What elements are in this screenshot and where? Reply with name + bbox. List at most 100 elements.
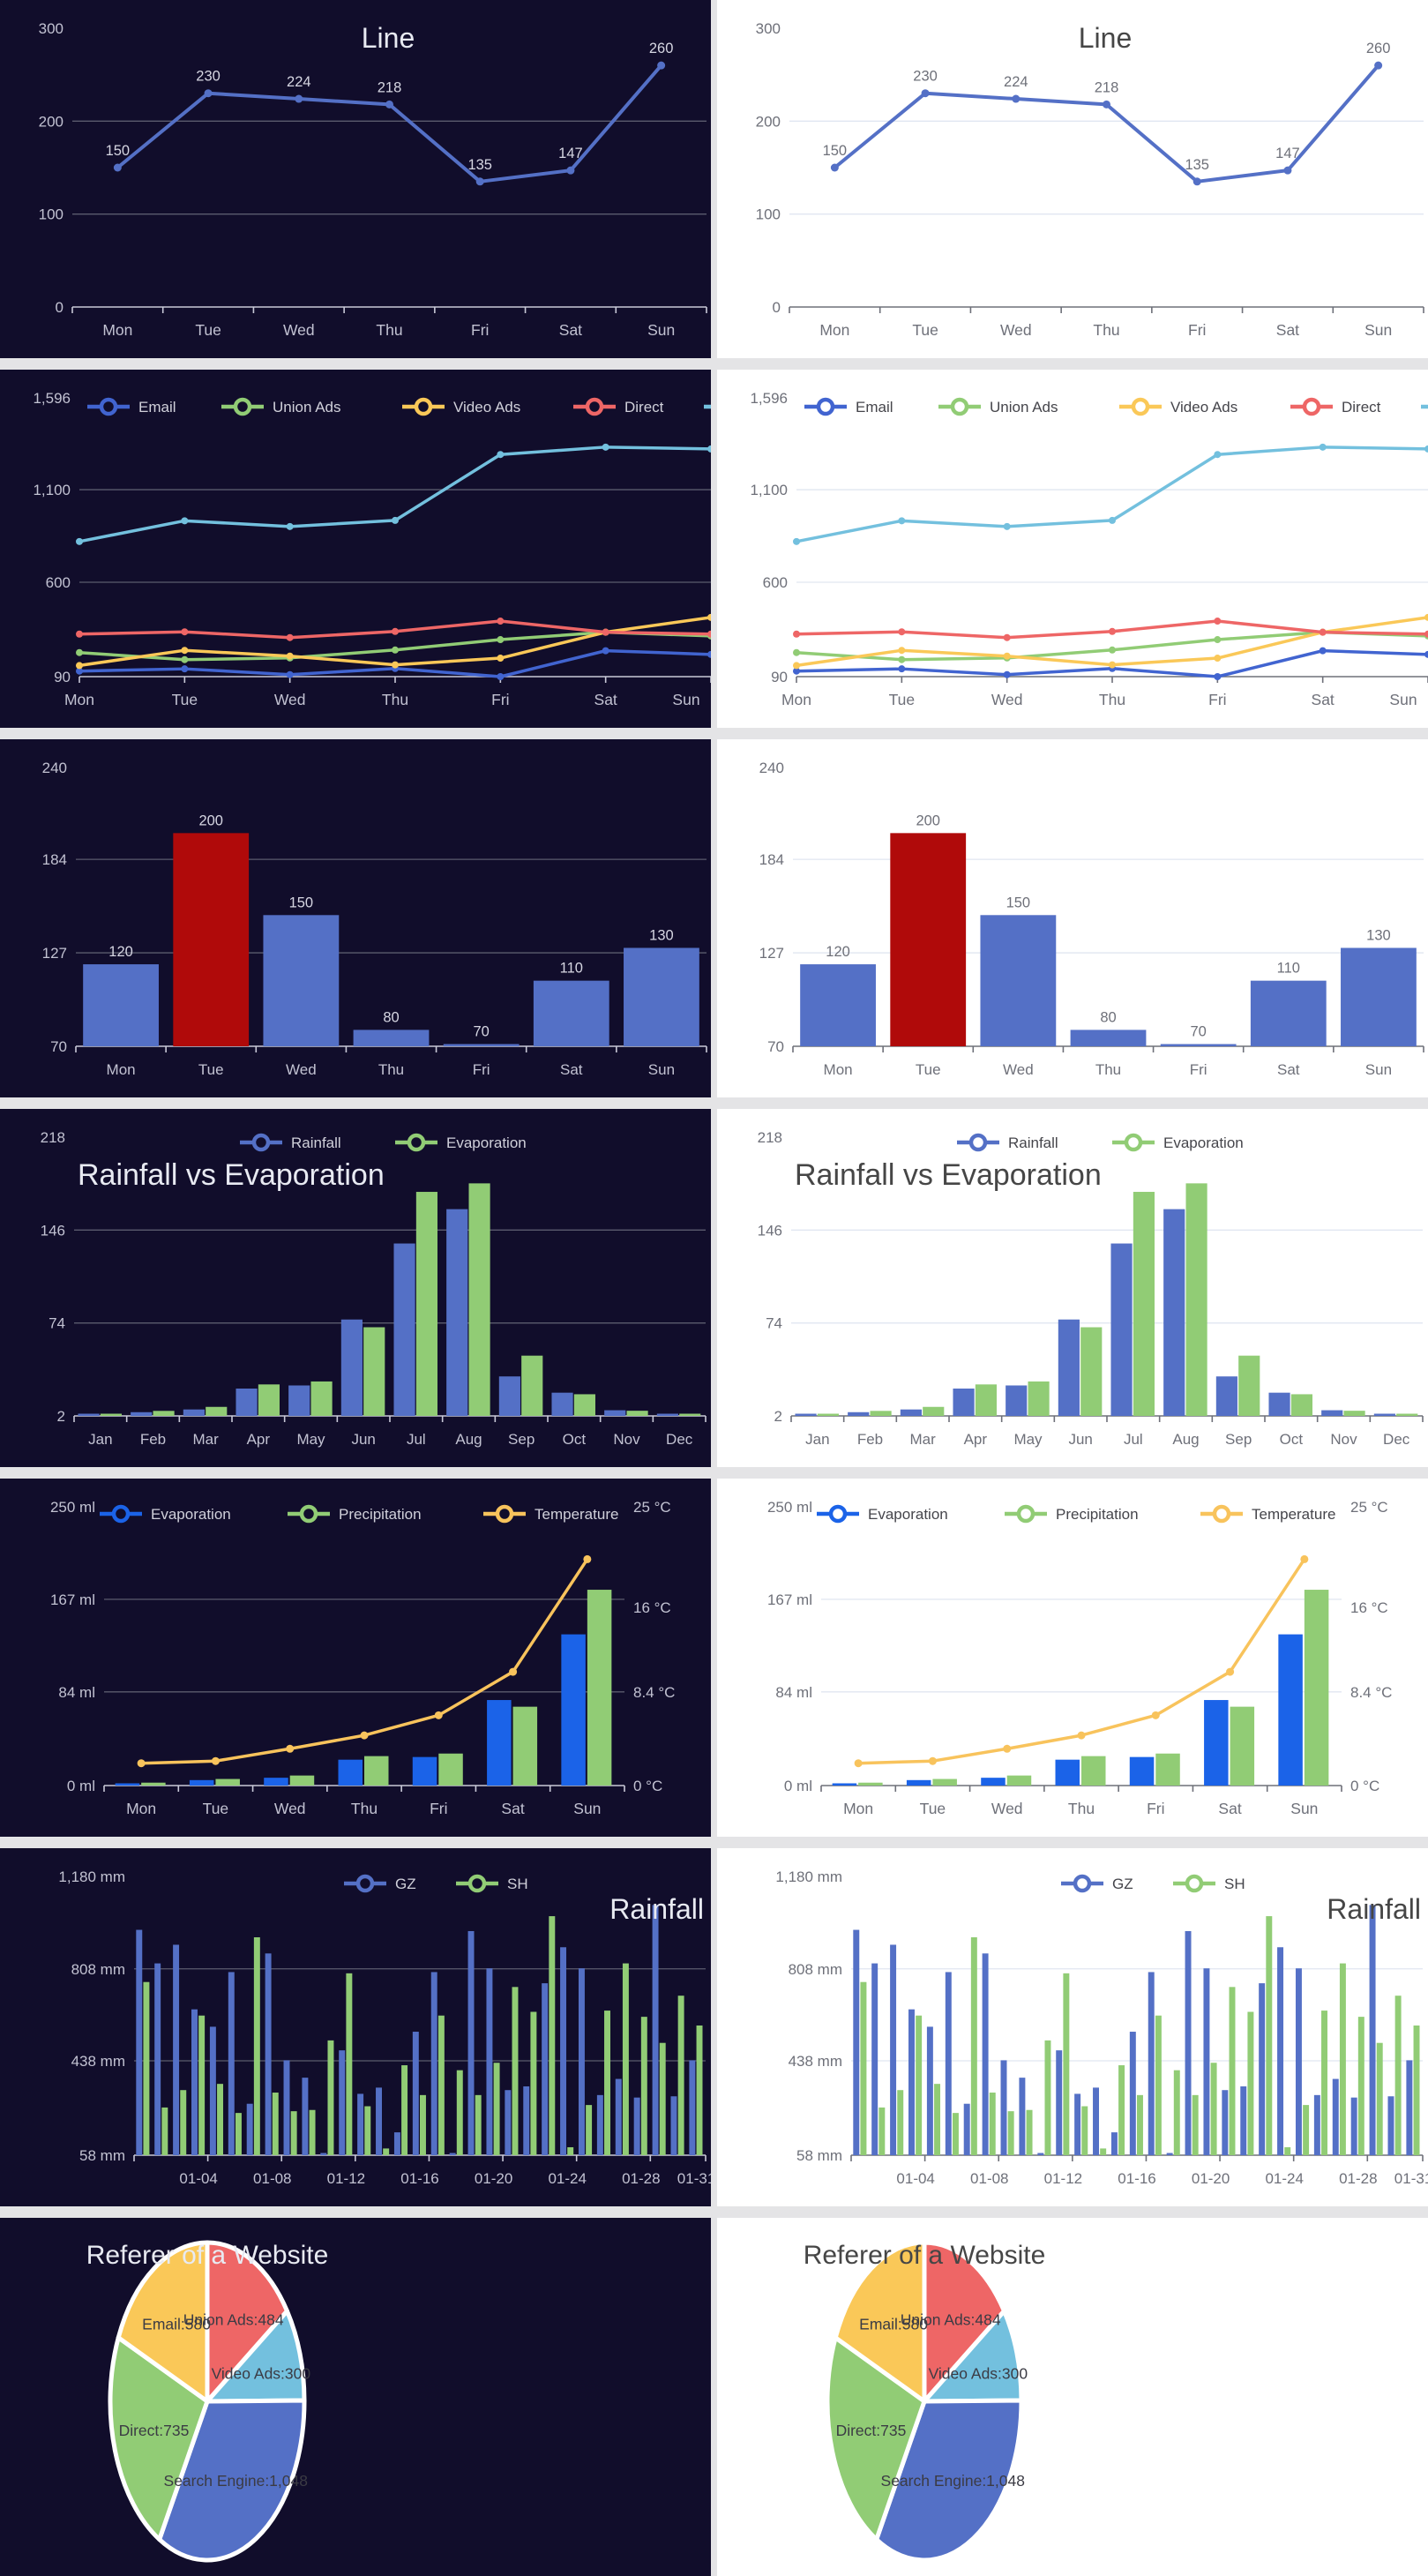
bar-evaporation-jan[interactable] [100,1413,122,1417]
bar-gz-01-28[interactable] [1350,2097,1357,2155]
data-point-search-engine-wed[interactable] [1003,522,1011,530]
bar-value-wed[interactable] [980,915,1057,1046]
bar-value-sat[interactable] [1250,980,1327,1046]
legend-item-evaporation[interactable]: Evaporation [1112,1133,1244,1152]
bar-gz-01-29[interactable] [1369,1905,1376,2155]
bar-sh-01-21[interactable] [512,1987,519,2155]
bar-sh-01-31[interactable] [696,2025,703,2155]
bar-evaporation-apr[interactable] [258,1384,280,1416]
data-point-line-wed[interactable] [295,94,303,103]
data-point-direct-thu[interactable] [392,627,399,635]
data-point-email-tue[interactable] [181,665,189,673]
bar-value-wed[interactable] [263,915,340,1046]
bar-sh-01-30[interactable] [677,1996,684,2155]
data-point-temperature-fri[interactable] [434,1711,443,1719]
bar-value-mon[interactable] [83,964,159,1046]
bar-value-fri[interactable] [443,1044,520,1047]
bar-gz-01-24[interactable] [560,1947,567,2155]
bar-evaporation-jun[interactable] [1080,1327,1103,1416]
bar-precipitation-sat[interactable] [512,1706,538,1786]
bar-evaporation-feb[interactable] [870,1411,892,1416]
bar-evaporation-thu[interactable] [338,1759,363,1786]
bar-sh-01-26[interactable] [1321,2011,1327,2155]
bar-gz-01-06[interactable] [228,1972,235,2155]
bar-sh-01-13[interactable] [364,2106,371,2155]
bar-gz-01-30[interactable] [1387,2096,1394,2155]
bar-gz-01-26[interactable] [1313,2094,1320,2155]
bar-sh-01-13[interactable] [1081,2106,1088,2155]
bar-rainfall-feb[interactable] [131,1412,153,1416]
data-point-temperature-sun[interactable] [1300,1554,1309,1563]
legend-item-union-ads[interactable]: Union Ads [221,397,341,416]
legend-item-direct[interactable]: Direct [1290,397,1381,416]
bar-sh-01-12[interactable] [1063,1973,1070,2155]
data-point-union-ads-mon[interactable] [76,648,83,656]
bar-rainfall-dec[interactable] [656,1413,678,1417]
bar-sh-01-28[interactable] [640,2017,647,2155]
bar-evaporation-feb[interactable] [153,1411,175,1416]
pie-slice-email[interactable] [116,2240,210,2404]
data-point-email-sat[interactable] [1319,647,1327,655]
bar-evaporation-mon[interactable] [832,1783,857,1786]
bar-value-tue[interactable] [173,833,250,1046]
bar-gz-01-16[interactable] [412,2032,419,2155]
bar-precipitation-mon[interactable] [858,1782,883,1786]
bar-gz-01-19[interactable] [1185,1930,1192,2155]
bar-gz-01-17[interactable] [430,1972,437,2155]
pie-slice-video-ads[interactable] [205,2309,307,2404]
bar-rainfall-sep[interactable] [1215,1376,1237,1416]
data-point-direct-fri[interactable] [497,618,505,625]
data-point-search-engine-mon[interactable] [76,537,83,545]
data-point-search-engine-fri[interactable] [497,451,505,459]
bar-sh-01-29[interactable] [1376,2042,1383,2155]
line-series-union-ads[interactable] [795,630,1428,662]
bar-sh-01-25[interactable] [586,2105,593,2155]
bar-value-thu[interactable] [1070,1030,1147,1046]
bar-rainfall-mar[interactable] [183,1409,205,1416]
data-point-email-sun[interactable] [707,650,711,658]
data-point-search-engine-mon[interactable] [793,537,800,545]
legend-item-evaporation[interactable]: Evaporation [395,1133,527,1152]
bar-evaporation-dec[interactable] [679,1413,701,1417]
data-point-direct-sat[interactable] [602,628,609,636]
bar-sh-01-24[interactable] [567,2146,574,2155]
bar-sh-01-23[interactable] [549,1916,556,2155]
bar-precipitation-mon[interactable] [141,1782,166,1786]
data-point-direct-mon[interactable] [793,630,800,638]
bar-evaporation-apr[interactable] [975,1384,997,1416]
data-point-union-ads-mon[interactable] [793,648,800,656]
bar-gz-01-01[interactable] [853,1929,860,2155]
bar-sh-01-21[interactable] [1229,1987,1236,2155]
legend-item-sh[interactable]: SH [1173,1874,1245,1893]
legend-item-video-ads[interactable]: Video Ads [1119,397,1237,416]
pie-slice-union-ads[interactable] [922,2240,1007,2404]
bar-evaporation-oct[interactable] [1290,1394,1312,1416]
bar-evaporation-tue[interactable] [906,1779,931,1786]
data-point-video-ads-sun[interactable] [1424,613,1428,621]
bar-precipitation-tue[interactable] [932,1778,957,1786]
bar-rainfall-jul[interactable] [393,1243,415,1416]
data-point-video-ads-sun[interactable] [707,613,711,621]
bar-sh-01-22[interactable] [1247,2011,1254,2155]
data-point-line-tue[interactable] [204,89,213,98]
bar-gz-01-02[interactable] [871,1963,878,2155]
bar-precipitation-tue[interactable] [215,1778,240,1786]
data-point-union-ads-thu[interactable] [1109,646,1116,654]
data-point-search-engine-sat[interactable] [1319,443,1327,451]
bar-gz-01-10[interactable] [302,2078,309,2155]
bar-evaporation-sep[interactable] [521,1355,543,1416]
legend-item-sh[interactable]: SH [456,1874,528,1893]
bar-gz-01-18[interactable] [449,2153,456,2156]
legend-item-rainfall[interactable]: Rainfall [957,1133,1058,1152]
bar-rainfall-oct[interactable] [551,1392,573,1416]
data-point-line-fri[interactable] [475,177,484,186]
bar-gz-01-31[interactable] [689,2060,696,2155]
pie-slice-email[interactable] [833,2240,927,2404]
bar-sh-01-29[interactable] [659,2042,666,2155]
bar-sh-01-28[interactable] [1357,2017,1364,2155]
data-point-email-mon[interactable] [76,667,83,675]
legend-item-evaporation[interactable]: Evaporation [817,1504,948,1524]
bar-sh-01-07[interactable] [970,1937,977,2155]
data-point-line-sat[interactable] [1283,166,1292,175]
bar-sh-01-11[interactable] [1044,2040,1051,2155]
